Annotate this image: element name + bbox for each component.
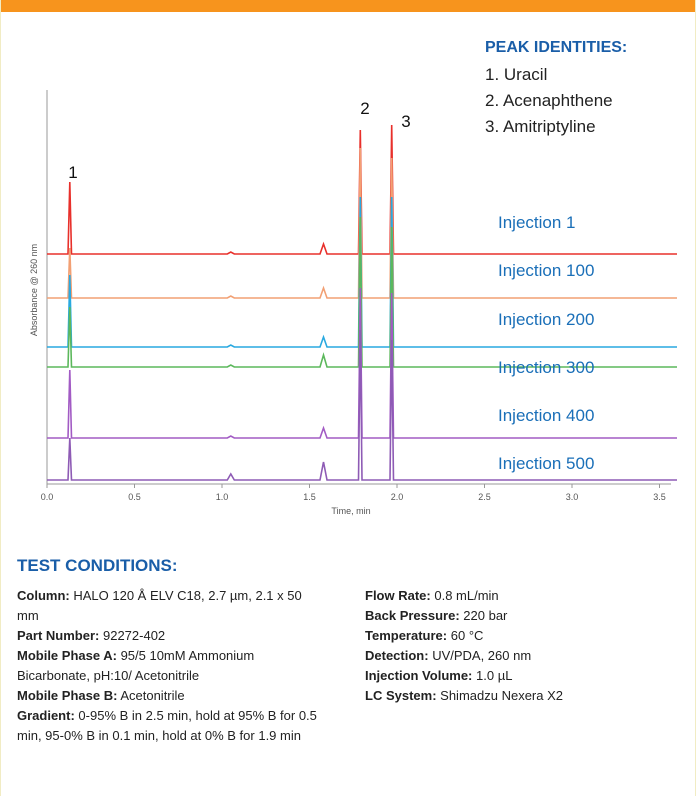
- condition-label: Gradient:: [17, 708, 75, 723]
- condition-label: Injection Volume:: [365, 668, 473, 683]
- legend-label: Injection 1: [498, 213, 576, 232]
- trace: [47, 216, 677, 368]
- peak-identity: 2. Acenaphthene: [485, 91, 613, 110]
- peak-label: 3: [401, 112, 410, 131]
- condition: Detection: UV/PDA, 260 nm: [365, 646, 665, 666]
- condition: Temperature: 60 °C: [365, 626, 665, 646]
- condition-label: Flow Rate:: [365, 588, 431, 603]
- condition-value: HALO 120 Å ELV C18, 2.7 µm, 2.1 x 50 mm: [17, 588, 302, 623]
- condition-label: LC System:: [365, 688, 437, 703]
- x-tick-label: 1.0: [216, 492, 229, 502]
- condition: Flow Rate: 0.8 mL/min: [365, 586, 665, 606]
- condition: Part Number: 92272-402: [17, 626, 317, 646]
- test-conditions-title: TEST CONDITIONS:: [17, 556, 178, 575]
- condition-value: 95/5 10mM Ammonium Bicarbonate, pH:10/ A…: [17, 648, 255, 683]
- x-tick-label: 3.5: [653, 492, 666, 502]
- condition: Gradient: 0-95% B in 2.5 min, hold at 95…: [17, 706, 317, 746]
- legend-label: Injection 500: [498, 454, 594, 473]
- condition-value: 0.8 mL/min: [434, 588, 499, 603]
- x-tick-label: 3.0: [566, 492, 579, 502]
- x-axis-title: Time, min: [331, 506, 370, 516]
- chart: Time, min Absorbance @ 260 nm PEAK IDENT…: [29, 39, 677, 516]
- condition-value: 1.0 µL: [476, 668, 513, 683]
- condition-label: Detection:: [365, 648, 429, 663]
- condition: Mobile Phase A: 95/5 10mM Ammonium Bicar…: [17, 646, 317, 686]
- condition-label: Mobile Phase A:: [17, 648, 117, 663]
- y-axis-title: Absorbance @ 260 nm: [29, 244, 39, 336]
- condition: Column: HALO 120 Å ELV C18, 2.7 µm, 2.1 …: [17, 586, 317, 626]
- conditions-right: Flow Rate: 0.8 mL/min Back Pressure: 220 …: [365, 586, 665, 706]
- peak-label: 1: [68, 163, 77, 182]
- x-tick-label: 2.5: [478, 492, 491, 502]
- conditions-left: Column: HALO 120 Å ELV C18, 2.7 µm, 2.1 …: [17, 586, 317, 746]
- condition-value: Acetonitrile: [120, 688, 185, 703]
- legend-label: Injection 100: [498, 261, 594, 280]
- condition: Injection Volume: 1.0 µL: [365, 666, 665, 686]
- condition: Back Pressure: 220 bar: [365, 606, 665, 626]
- x-tick-label: 2.0: [391, 492, 404, 502]
- condition-value: 60 °C: [450, 628, 484, 643]
- x-tick-label: 1.5: [303, 492, 316, 502]
- legend-label: Injection 200: [498, 310, 594, 329]
- condition-value: 220 bar: [463, 608, 508, 623]
- condition-label: Mobile Phase B:: [17, 688, 118, 703]
- peak-identity: 3. Amitriptyline: [485, 117, 596, 136]
- condition-label: Temperature:: [365, 628, 448, 643]
- peak-identities-title: PEAK IDENTITIES:: [485, 39, 627, 56]
- condition-label: Back Pressure:: [365, 608, 460, 623]
- x-tick-label: 0.0: [41, 492, 54, 502]
- condition: Mobile Phase B: Acetonitrile: [17, 686, 317, 706]
- trace: [47, 329, 677, 481]
- peak-label: 2: [360, 99, 369, 118]
- condition-value: 92272-402: [102, 628, 166, 643]
- condition-value: UV/PDA, 260 nm: [432, 648, 532, 663]
- condition-label: Part Number:: [17, 628, 100, 643]
- condition-value: 0-95% B in 2.5 min, hold at 95% B for 0.…: [17, 708, 317, 743]
- condition-label: Column:: [17, 588, 70, 603]
- peak-identity: 1. Uracil: [485, 65, 547, 84]
- condition: LC System: Shimadzu Nexera X2: [365, 686, 665, 706]
- x-tick-label: 0.5: [128, 492, 141, 502]
- condition-value: Shimadzu Nexera X2: [440, 688, 563, 703]
- header-bar: [1, 0, 695, 12]
- legend-label: Injection 400: [498, 406, 594, 425]
- legend-label: Injection 300: [498, 358, 594, 377]
